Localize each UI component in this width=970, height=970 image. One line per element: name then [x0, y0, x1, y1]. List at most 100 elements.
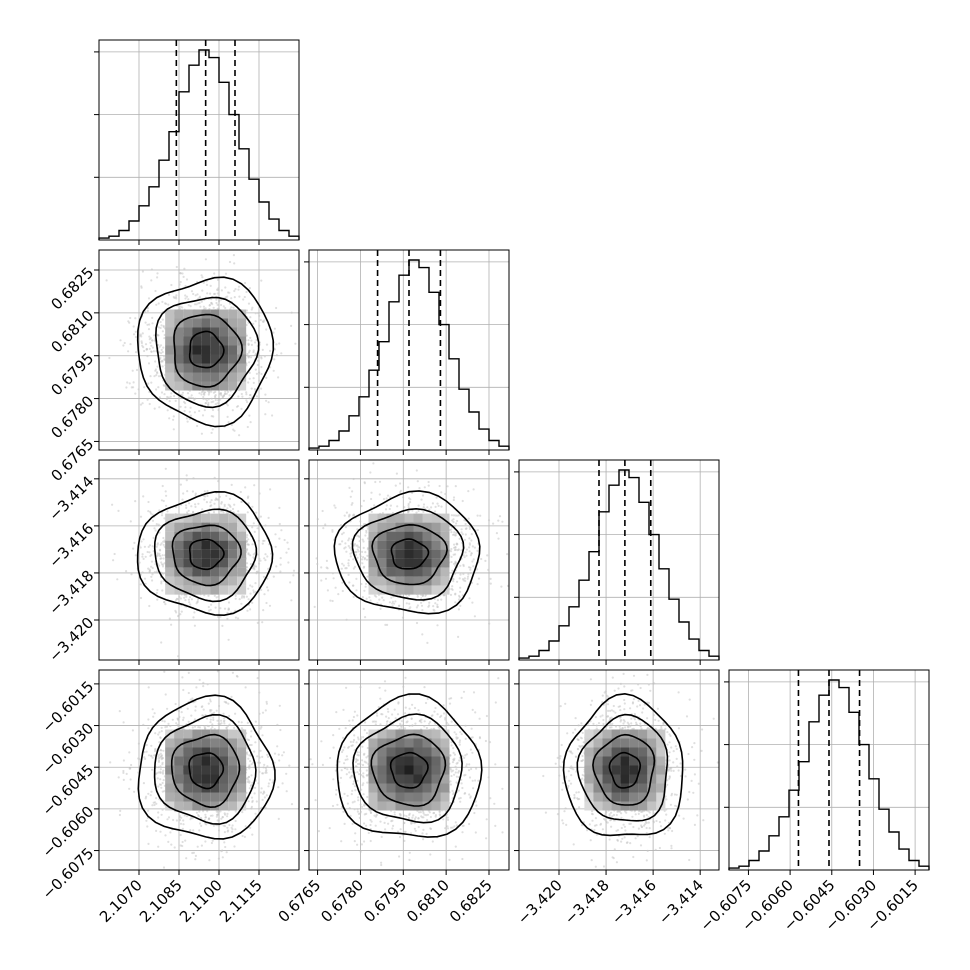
scatter-point	[351, 502, 354, 505]
density-cell	[165, 558, 175, 568]
scatter-point	[226, 404, 229, 407]
scatter-point	[226, 390, 230, 393]
scatter-point	[150, 381, 153, 384]
scatter-point	[257, 539, 260, 542]
scatter-point	[180, 610, 183, 613]
scatter-point	[213, 594, 216, 597]
scatter-point	[188, 410, 191, 413]
scatter-point	[458, 537, 461, 540]
scatter-point	[141, 270, 144, 273]
scatter-point	[342, 531, 345, 534]
scatter-point	[292, 569, 296, 572]
density-cell	[192, 381, 202, 391]
scatter-point	[460, 528, 463, 531]
scatter-point	[280, 352, 283, 355]
scatter-point	[449, 593, 453, 597]
scatter-point	[461, 499, 464, 503]
scatter-point	[203, 490, 206, 493]
scatter-point	[158, 351, 161, 354]
scatter-point	[157, 386, 160, 389]
panel-3-0: −0.6075−0.6060−0.6045−0.6030−0.60152.107…	[39, 669, 300, 926]
scatter-point	[177, 655, 180, 658]
scatter-point	[415, 606, 418, 609]
scatter-point	[249, 356, 253, 359]
density-cell	[228, 327, 238, 337]
scatter-point	[262, 609, 265, 612]
scatter-point	[390, 596, 393, 599]
scatter-point	[243, 596, 246, 599]
scatter-point	[196, 293, 199, 296]
scatter-point	[147, 382, 150, 385]
scatter-point	[364, 534, 367, 537]
scatter-point	[394, 600, 397, 603]
density-cell	[183, 345, 193, 355]
scatter-point	[167, 722, 170, 726]
scatter-point	[360, 582, 363, 586]
scatter-point	[259, 515, 262, 518]
scatter-point	[194, 858, 197, 861]
scatter-point	[230, 306, 233, 309]
density-cell	[237, 531, 247, 541]
scatter-point	[464, 522, 467, 526]
density-cell	[237, 567, 247, 577]
density-cell	[210, 513, 220, 523]
scatter-point	[238, 434, 241, 437]
scatter-point	[185, 417, 188, 420]
density-cell	[174, 381, 184, 391]
density-cell	[210, 309, 220, 319]
scatter-point	[177, 408, 180, 411]
scatter-point	[348, 486, 351, 489]
density-cell	[174, 363, 184, 373]
scatter-point	[156, 276, 159, 279]
scatter-point	[166, 395, 169, 399]
scatter-point	[181, 272, 184, 275]
scatter-point	[210, 415, 213, 418]
scatter-point	[174, 296, 177, 299]
density-cell	[413, 531, 423, 541]
scatter-point	[353, 565, 357, 569]
panel-1-1	[304, 249, 510, 455]
scatter-point	[141, 553, 144, 556]
scatter-point	[416, 595, 419, 598]
scatter-point	[203, 391, 206, 394]
scatter-point	[279, 570, 282, 573]
scatter-point	[285, 772, 288, 775]
scatter-point	[127, 350, 130, 353]
scatter-point	[244, 486, 247, 489]
scatter-point	[287, 561, 290, 564]
scatter-point	[160, 726, 163, 729]
scatter-point	[258, 492, 261, 495]
scatter-point	[215, 596, 218, 599]
ytick-label: −3.416	[45, 520, 97, 572]
density-cell	[210, 336, 220, 346]
scatter-point	[379, 607, 382, 611]
scatter-point	[247, 302, 251, 305]
scatter-point	[454, 485, 457, 488]
density-cell	[192, 363, 202, 373]
scatter-point	[254, 312, 257, 315]
scatter-point	[188, 601, 191, 604]
scatter-point	[148, 544, 152, 547]
scatter-point	[169, 831, 172, 834]
scatter-point	[436, 605, 439, 609]
scatter-point	[179, 305, 182, 308]
scatter-point	[190, 394, 193, 397]
scatter-point	[369, 471, 372, 474]
density-cell	[413, 567, 423, 577]
scatter-point	[148, 402, 151, 406]
scatter-point	[361, 538, 364, 541]
scatter-point	[189, 396, 192, 399]
scatter-point	[149, 794, 152, 797]
scatter-point	[161, 589, 164, 592]
scatter-point	[159, 557, 162, 560]
scatter-point	[250, 343, 253, 346]
scatter-point	[347, 564, 350, 567]
scatter-point	[194, 494, 197, 497]
scatter-point	[117, 509, 120, 512]
scatter-point	[132, 325, 135, 328]
scatter-point	[166, 510, 169, 513]
scatter-point	[430, 506, 433, 509]
scatter-point	[224, 392, 227, 395]
scatter-point	[275, 565, 278, 568]
